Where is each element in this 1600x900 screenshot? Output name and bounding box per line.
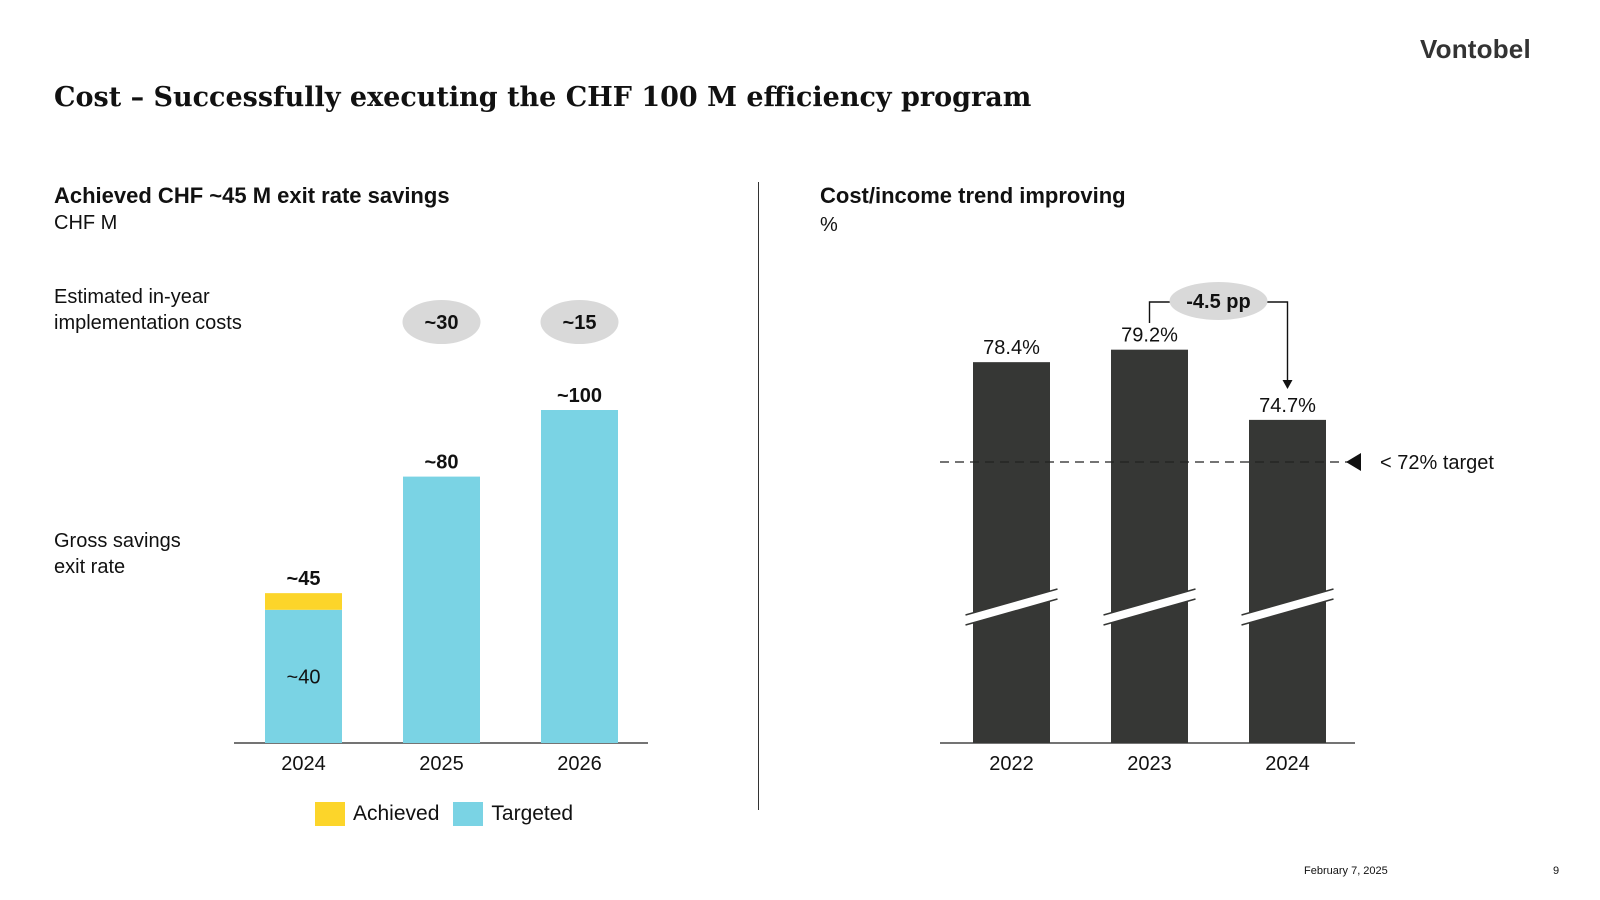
right-panel-unit: % [820,214,838,236]
cir-bar-2022 [973,362,1050,743]
legend-item-achieved: Achieved [315,802,439,826]
cir-value-label-2023: 79.2% [1121,325,1178,347]
footer-date: February 7, 2025 [1304,865,1388,877]
change-bubble [1169,282,1268,320]
achieved-bar-2024 [265,593,342,610]
x-tick-r-2024: 2024 [1265,753,1310,775]
axis-break-line-top-2024 [1241,588,1334,616]
inner-label-2024: ~40 [287,666,321,688]
axis-break-2023 [1103,589,1196,625]
x-tick-r-2023: 2023 [1127,753,1172,775]
total-label-2026: ~100 [557,385,602,407]
axis-break-line-bottom-2022 [965,598,1058,626]
x-tick-2026: 2026 [557,753,602,775]
legend-swatch-targeted [453,802,484,826]
axis-break-line-top-2022 [965,588,1058,616]
axis-break-2024 [1241,589,1334,625]
target-marker-icon [1346,453,1361,471]
targeted-bar-2024 [265,609,342,743]
targeted-bar-2025 [403,476,480,743]
cost-bubble-label-2025: ~30 [425,312,459,334]
change-arrowhead-icon [1282,380,1293,389]
legend-item-targeted: Targeted [453,802,573,826]
left-panel-heading: Achieved CHF ~45 M exit rate savings [54,183,450,208]
left-panel-unit: CHF M [54,212,118,234]
cost-bubble-2025 [402,300,481,344]
change-label: -4.5 pp [1186,291,1250,313]
axis-break-2022 [965,589,1058,625]
legend-label-targeted: Targeted [491,802,574,825]
axis-break-line-bottom-2023 [1103,598,1196,626]
cost-bubble-2026 [540,300,619,344]
right-panel-heading: Cost/income trend improving [820,183,1126,208]
legend-label-achieved: Achieved [353,802,440,825]
cir-value-label-2022: 78.4% [983,337,1040,359]
vontobel-logo: Vontobel [1420,34,1531,64]
axis-break-line-bottom-2024 [1241,598,1334,626]
x-tick-2025: 2025 [419,753,464,775]
page-number: 9 [1553,865,1560,877]
legend-swatch-achieved [315,802,345,826]
targeted-bar-2026 [541,410,618,743]
implementation-costs-label: Estimated in-year implementation costs [54,286,242,334]
page-title: Cost – Successfully executing the CHF 10… [54,82,1032,113]
legend: Achieved Targeted [315,802,587,826]
x-tick-r-2022: 2022 [989,753,1034,775]
cir-bar-2024 [1249,419,1326,743]
x-tick-2024: 2024 [281,753,326,775]
gross-savings-label: Gross savings exit rate [54,530,181,578]
cir-bar-2023 [1111,349,1188,743]
total-label-2025: ~80 [425,452,459,474]
panel-divider [758,182,759,810]
target-label: < 72% target [1380,452,1494,474]
cir-value-label-2024: 74.7% [1259,395,1316,417]
axis-break-line-top-2023 [1103,588,1196,616]
total-label-2024: ~45 [287,568,321,590]
cost-bubble-label-2026: ~15 [563,312,597,334]
